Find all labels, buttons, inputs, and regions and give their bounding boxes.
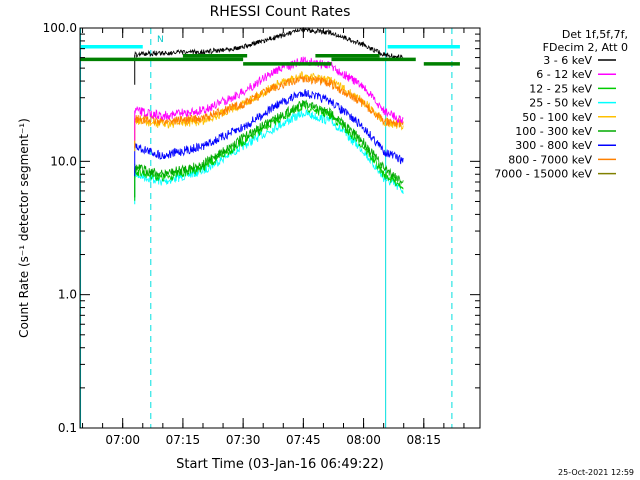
legend-label: 100 - 300 keV xyxy=(515,125,592,138)
chart-title: RHESSI Count Rates xyxy=(210,4,351,20)
legend-label: 50 - 100 keV xyxy=(522,111,592,124)
legend-label: 800 - 7000 keV xyxy=(508,153,592,166)
series-line xyxy=(134,99,404,185)
x-tick-label: 08:00 xyxy=(346,433,381,447)
y-tick-label: 0.1 xyxy=(58,421,77,435)
y-tick-label: 1.0 xyxy=(58,288,77,302)
y-axis-label: Count Rate (s⁻¹ detector segment⁻¹) xyxy=(17,118,31,338)
y-tick-label: 10.0 xyxy=(50,154,77,168)
x-tick-label: 07:00 xyxy=(105,433,140,447)
x-tick-label: 07:45 xyxy=(286,433,321,447)
x-tick-label: 08:15 xyxy=(406,433,441,447)
annotation-n: N xyxy=(157,35,164,45)
legend-header: FDecim 2, Att 0 xyxy=(543,41,628,54)
legend-label: 7000 - 15000 keV xyxy=(494,168,592,181)
legend-label: 6 - 12 keV xyxy=(536,68,592,81)
x-axis-label: Start Time (03-Jan-16 06:49:22) xyxy=(176,457,384,472)
x-tick-label: 07:15 xyxy=(166,433,201,447)
y-tick-label: 100.0 xyxy=(43,21,77,35)
series-line xyxy=(134,75,404,128)
legend-label: 3 - 6 keV xyxy=(543,54,592,67)
legend-label: 25 - 50 keV xyxy=(529,97,592,110)
legend-label: 300 - 800 keV xyxy=(515,139,592,152)
series-line xyxy=(134,109,404,194)
y-axis: 0.1 1.0 10.0 100.0 xyxy=(43,21,480,435)
series-line xyxy=(134,100,404,190)
x-tick-label: 07:30 xyxy=(226,433,261,447)
legend-header: Det 1f,5f,7f, xyxy=(562,28,628,41)
legend-label: 12 - 25 keV xyxy=(529,82,592,95)
series-line xyxy=(134,56,404,124)
series-line xyxy=(134,26,404,61)
series-line xyxy=(134,89,404,165)
plot-area xyxy=(80,26,460,428)
timestamp: 25-Oct-2021 12:59 xyxy=(558,468,634,477)
plot-frame xyxy=(79,27,481,429)
x-axis: 07:00 07:15 07:30 07:45 08:00 08:15 xyxy=(82,28,465,447)
